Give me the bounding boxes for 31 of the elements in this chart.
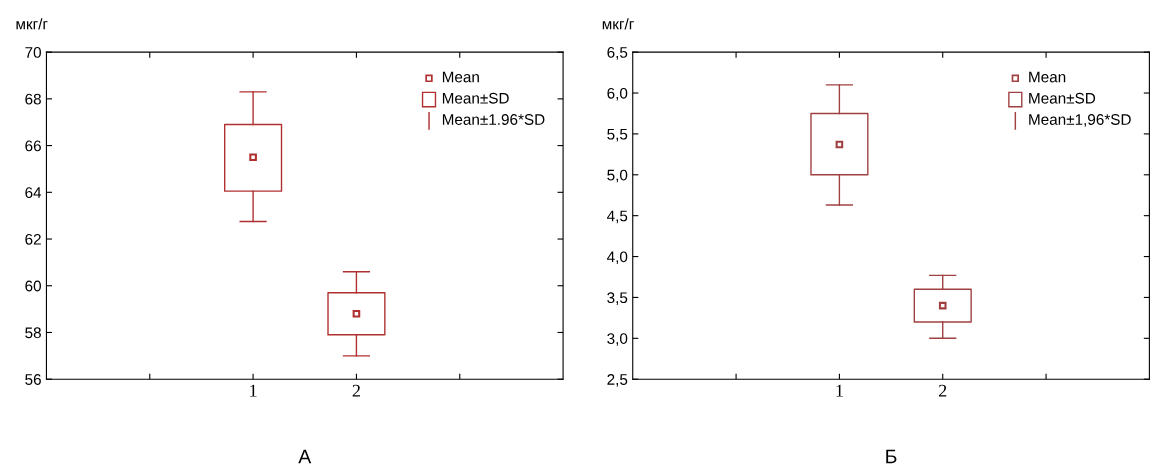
x-tick-label: 2 <box>939 384 947 397</box>
y-tick-label: 64 <box>25 187 42 198</box>
y-tick-label: 2,5 <box>607 374 628 387</box>
annotation: Mean <box>442 71 479 83</box>
y-tick-label: 3,5 <box>607 292 628 305</box>
annotation: Mean±1,96*SD <box>1029 114 1131 127</box>
y-axis-title: мкг/г <box>602 18 634 30</box>
annotation: Mean±SD <box>1029 92 1096 104</box>
y-tick-label: 4,0 <box>607 251 628 265</box>
x-tick-label: 1 <box>836 384 843 397</box>
y-axis-title: мкг/г <box>16 18 48 30</box>
y-tick-label: 3,0 <box>607 333 628 346</box>
x-tick-label: 1 <box>250 384 257 397</box>
annotation: Mean±SD <box>442 92 509 104</box>
x-axis-title: Б <box>886 449 897 464</box>
y-tick-label: 58 <box>25 327 41 339</box>
annotation: Mean±1.96*SD <box>442 114 545 125</box>
y-tick-label: 60 <box>25 280 41 292</box>
y-tick-label: 5,5 <box>607 128 628 142</box>
x-tick-label: 2 <box>352 384 360 397</box>
annotation: Mean <box>1029 71 1066 83</box>
y-tick-label: 70 <box>25 47 41 58</box>
y-tick-label: 5,0 <box>607 169 628 183</box>
y-tick-label: 56 <box>25 374 41 385</box>
y-tick-label: 4,5 <box>607 210 628 224</box>
y-tick-label: 62 <box>25 233 41 245</box>
y-tick-label: 66 <box>25 140 41 152</box>
y-tick-label: 6,0 <box>607 87 628 101</box>
y-tick-label: 68 <box>25 93 41 105</box>
y-tick-label: 6,5 <box>607 47 628 60</box>
x-axis-title: А <box>298 449 312 464</box>
